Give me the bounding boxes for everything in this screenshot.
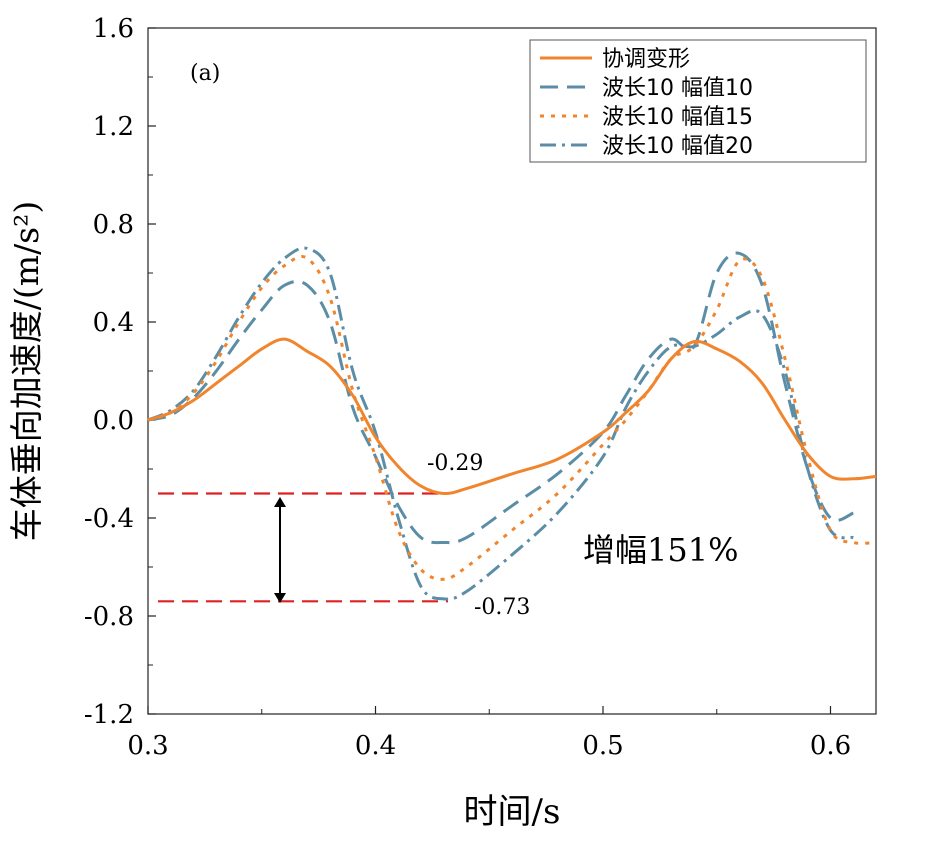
x-tick-label: 0.5	[582, 731, 623, 761]
y-tick-label: 0.0	[93, 406, 134, 436]
y-axis-title: 车体垂向加速度/(m/s²)	[7, 201, 46, 541]
series-line-4	[147, 246, 854, 601]
x-axis-ticks: 0.3 0.4 0.5 0.6	[127, 706, 851, 761]
panel-label: (a)	[190, 61, 220, 86]
x-tick-label: 0.3	[127, 731, 168, 761]
legend-label-1: 协调变形	[602, 47, 690, 72]
legend-box	[529, 39, 867, 163]
annotation-min-orange: -0.29	[427, 451, 483, 476]
x-axis-title: 时间/s	[464, 792, 561, 832]
y-tick-label: 0.8	[93, 210, 134, 240]
x-tick-label: 0.4	[355, 731, 396, 761]
y-tick-label: -0.4	[84, 504, 134, 534]
series-layer	[147, 246, 877, 601]
y-tick-label: -1.2	[84, 700, 134, 730]
y-axis-ticks: -1.2 -0.8 -0.4 0.0 0.4 0.8 1.2 1.6	[84, 14, 156, 730]
x-tick-label: 0.6	[810, 731, 851, 761]
series-line-2	[147, 251, 854, 545]
series-line-1	[147, 337, 877, 496]
legend-label-4: 波长10 幅值20	[602, 134, 753, 159]
y-tick-label: 1.2	[93, 112, 134, 142]
annotation-min-blue: -0.73	[474, 595, 530, 620]
annotation-increase: 增幅151%	[583, 531, 739, 569]
legend-label-3: 波长10 幅值15	[602, 105, 753, 130]
reference-lines	[158, 492, 448, 603]
legend-label-2: 波长10 幅值10	[602, 76, 753, 101]
y-tick-label: 1.6	[93, 14, 134, 44]
y-tick-label: 0.4	[93, 308, 134, 338]
series-line-3	[147, 255, 877, 581]
y-tick-label: -0.8	[84, 602, 134, 632]
